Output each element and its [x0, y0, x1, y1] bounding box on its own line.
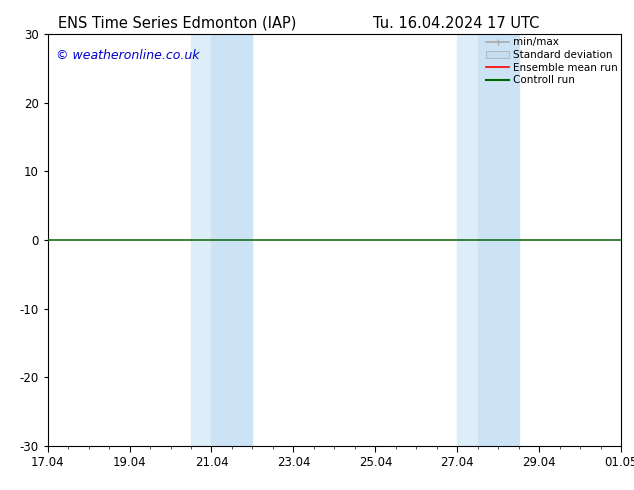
Legend: min/max, Standard deviation, Ensemble mean run, Controll run: min/max, Standard deviation, Ensemble me… [484, 35, 620, 87]
Bar [478, 34, 519, 446]
Text: © weatheronline.co.uk: © weatheronline.co.uk [56, 49, 200, 62]
Bar [212, 34, 252, 446]
Bar [457, 34, 478, 446]
Bar [191, 34, 212, 446]
Text: ENS Time Series Edmonton (IAP): ENS Time Series Edmonton (IAP) [58, 16, 297, 31]
Text: Tu. 16.04.2024 17 UTC: Tu. 16.04.2024 17 UTC [373, 16, 540, 31]
